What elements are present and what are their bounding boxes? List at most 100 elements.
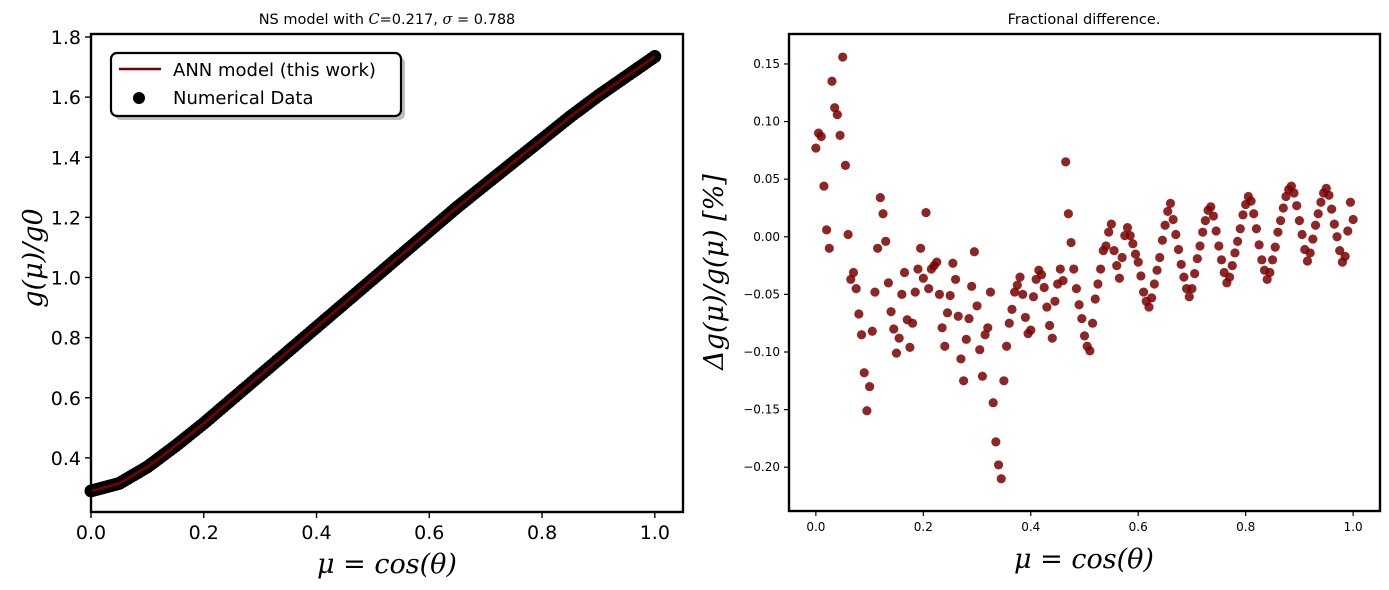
fractional-difference-point [1028, 292, 1039, 302]
fractional-difference-point [1160, 220, 1170, 230]
fractional-difference-point [1292, 201, 1302, 211]
fractional-difference-point [1122, 222, 1133, 233]
fractional-difference-point [1179, 272, 1189, 282]
fractional-difference-point [878, 209, 888, 219]
fractional-difference-point [1297, 229, 1307, 240]
right-y-tick-label: 0.15 [753, 57, 780, 71]
fractional-difference-point [980, 330, 990, 340]
fractional-difference-point [816, 131, 826, 142]
fractional-difference-point [996, 474, 1006, 484]
fractional-difference-point [1289, 188, 1299, 198]
fractional-difference-point [1050, 296, 1060, 306]
left-y-tick-label: 0.6 [51, 388, 81, 410]
fractional-difference-point [840, 160, 851, 170]
fractional-difference-point [1224, 272, 1235, 282]
fractional-difference-point [1085, 346, 1095, 356]
fractional-difference-point [1071, 284, 1082, 294]
fractional-difference-point [1276, 216, 1286, 226]
fractional-difference-point [1001, 341, 1012, 351]
fractional-difference-point [993, 460, 1004, 470]
fractional-difference-point [1155, 252, 1165, 263]
right-y-tick-label: −0.05 [743, 287, 780, 301]
right-chart-title: Fractional difference. [1008, 12, 1161, 28]
fractional-difference-point [1018, 289, 1028, 299]
fractional-difference-point [1227, 260, 1237, 271]
fractional-difference-point [873, 243, 883, 253]
left-chart: NS model with C=0.217, σ = 0.788 0.0 0.2 0… [18, 12, 685, 580]
fractional-difference-point [1047, 333, 1057, 343]
fractional-difference-point [1104, 227, 1114, 237]
fractional-difference-point [1302, 256, 1313, 266]
fractional-difference-point [819, 181, 829, 191]
left-y-tick-label: 0.4 [51, 448, 81, 470]
fractional-difference-point [961, 334, 971, 344]
right-x-tick-label: 0.0 [806, 520, 825, 534]
fractional-difference-point [843, 229, 853, 240]
fractional-difference-point [1096, 264, 1106, 274]
fractional-difference-point [910, 287, 920, 297]
fractional-difference-point [1163, 206, 1173, 217]
fractional-difference-point [1198, 227, 1208, 237]
fractional-difference-point [1026, 325, 1036, 335]
fractional-difference-point [967, 281, 977, 291]
fractional-difference-point [964, 313, 974, 324]
fractional-difference-point [969, 247, 979, 257]
fractional-difference-point [907, 318, 918, 328]
left-title-sigma-symbol: σ [443, 12, 454, 28]
legend-marker-swatch [133, 92, 145, 104]
fractional-difference-point [1090, 294, 1100, 304]
right-x-axis-label: μ = cos(θ) [1014, 544, 1154, 575]
fractional-difference-point [1211, 226, 1221, 236]
fractional-difference-point [1316, 197, 1326, 207]
fractional-difference-point [1044, 320, 1055, 331]
fractional-difference-point [1251, 224, 1262, 234]
fractional-difference-point [1055, 264, 1065, 274]
fractional-difference-point [1200, 216, 1210, 226]
fractional-difference-point [1165, 198, 1176, 208]
fractional-difference-point [1004, 318, 1014, 328]
fractional-difference-point [1136, 271, 1146, 281]
fractional-difference-point [1130, 249, 1141, 259]
fractional-difference-point [1308, 234, 1318, 244]
fractional-difference-point [1074, 300, 1084, 310]
fractional-difference-point [959, 376, 969, 386]
fractional-difference-point [1101, 241, 1111, 251]
fractional-difference-point [1007, 304, 1017, 314]
fractional-difference-point [1058, 275, 1068, 286]
fractional-difference-point [1147, 293, 1157, 303]
fractional-difference-point [1184, 292, 1194, 302]
left-x-tick-label: 0.6 [414, 522, 444, 544]
fractional-difference-point [1020, 312, 1030, 323]
left-y-tick-label: 1.0 [51, 268, 81, 290]
fractional-difference-point [983, 323, 993, 333]
fractional-difference-point [889, 324, 899, 334]
right-x-tick-label: 0.2 [914, 520, 933, 534]
left-x-tick-label: 0.4 [301, 522, 331, 544]
fractional-difference-point [1192, 254, 1202, 264]
fractional-difference-point [1114, 273, 1125, 283]
left-x-tick-label: 1.0 [640, 522, 670, 544]
left-title-sigma-value: = 0.788 [452, 12, 515, 28]
right-plot-frame [787, 32, 1382, 513]
left-title-prefix: NS model with [259, 12, 369, 28]
fractional-difference-point [1281, 191, 1291, 202]
fractional-difference-point [1324, 190, 1334, 200]
fractional-difference-point [1310, 220, 1321, 230]
right-y-tick-label: 0.10 [753, 115, 780, 129]
fractional-difference-point [1125, 231, 1135, 241]
fractional-difference-point [1039, 282, 1049, 293]
right-y-axis-label: Δg(μ)/g(μ) [%] [699, 174, 730, 371]
fractional-difference-point [1329, 219, 1339, 229]
fractional-difference-point [1066, 237, 1076, 248]
fractional-difference-point [846, 274, 856, 285]
fractional-difference-point [835, 130, 845, 140]
fractional-difference-point [1152, 265, 1162, 275]
fractional-difference-point [1149, 279, 1159, 289]
fractional-difference-point [956, 354, 966, 364]
fractional-difference-point [848, 267, 859, 278]
right-x-tick-label: 0.4 [1021, 520, 1040, 534]
fractional-difference-point [1133, 257, 1143, 267]
fractional-difference-point [1042, 302, 1052, 312]
fractional-difference-point [932, 257, 942, 267]
fractional-difference-point [1343, 226, 1353, 236]
